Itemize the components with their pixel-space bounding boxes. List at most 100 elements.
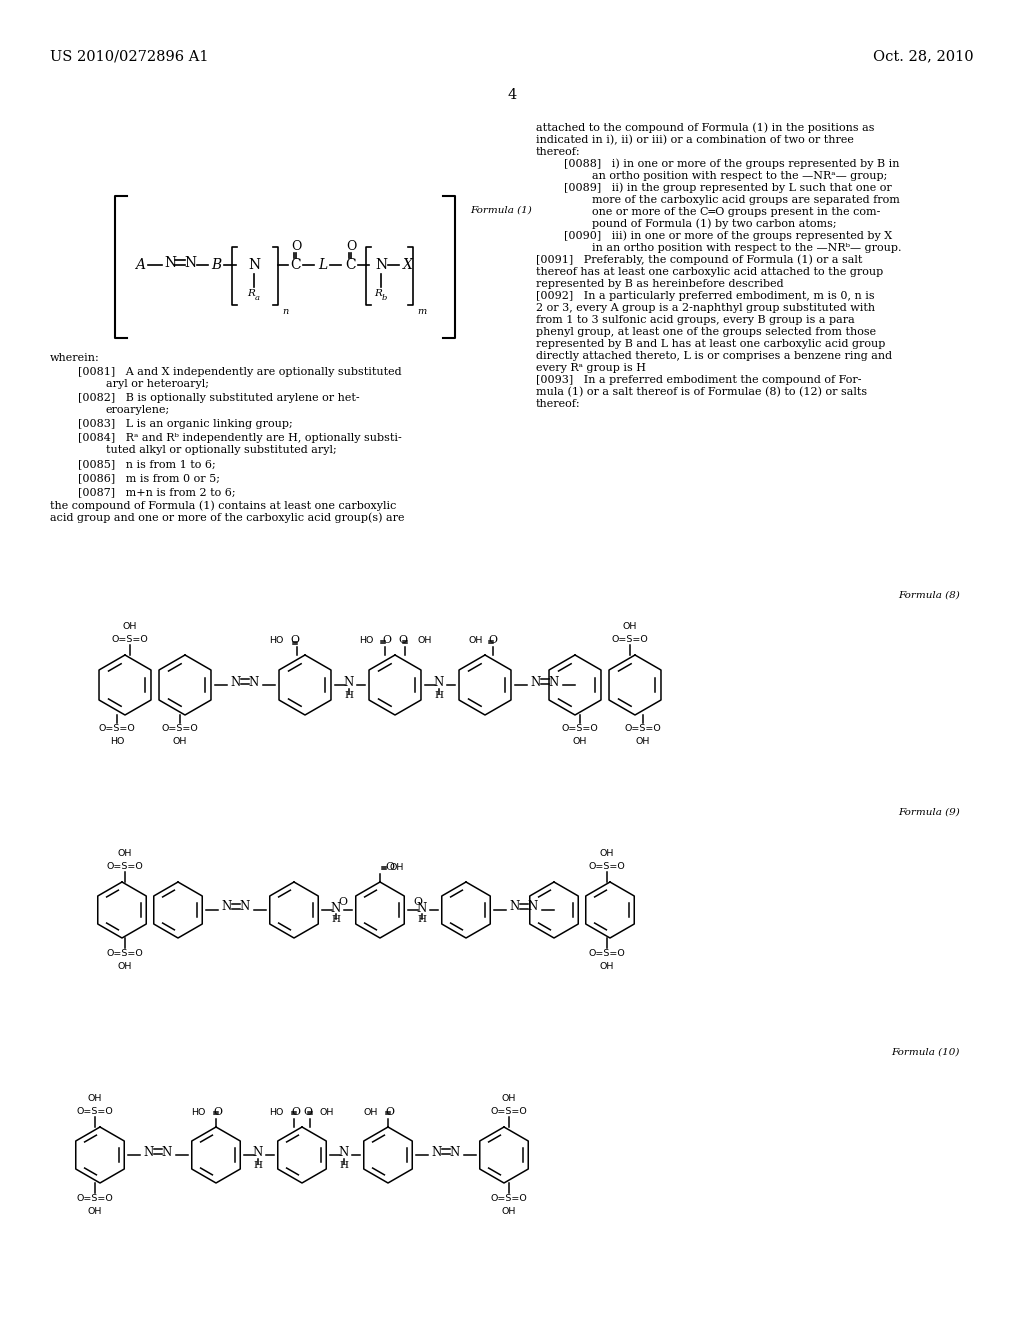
Text: N: N	[144, 1146, 155, 1159]
Text: N: N	[222, 900, 232, 913]
Text: N: N	[230, 676, 241, 689]
Text: O=S=O: O=S=O	[77, 1107, 114, 1115]
Text: US 2010/0272896 A1: US 2010/0272896 A1	[50, 49, 209, 63]
Text: O: O	[291, 635, 299, 645]
Text: N: N	[344, 676, 354, 689]
Text: every Rᵃ group is H: every Rᵃ group is H	[536, 363, 646, 374]
Text: HO: HO	[191, 1107, 206, 1117]
Text: R: R	[247, 289, 255, 297]
Text: OH: OH	[123, 622, 137, 631]
Text: OH: OH	[88, 1094, 102, 1104]
Text: [0085]   n is from 1 to 6;: [0085] n is from 1 to 6;	[78, 459, 216, 469]
Text: a: a	[255, 294, 259, 302]
Text: represented by B and L has at least one carboxylic acid group: represented by B and L has at least one …	[536, 339, 886, 348]
Text: N: N	[339, 1147, 349, 1159]
Text: C: C	[291, 257, 301, 272]
Text: Formula (1): Formula (1)	[470, 206, 531, 214]
Text: R: R	[374, 289, 382, 297]
Text: N: N	[240, 900, 250, 913]
Text: O=S=O: O=S=O	[106, 862, 143, 871]
Text: 4: 4	[507, 88, 517, 102]
Text: Oct. 28, 2010: Oct. 28, 2010	[873, 49, 974, 63]
Text: b: b	[381, 294, 387, 302]
Text: HO: HO	[269, 1107, 284, 1117]
Text: N: N	[375, 257, 387, 272]
Text: OH: OH	[636, 737, 650, 746]
Text: OH: OH	[118, 849, 132, 858]
Text: O: O	[383, 635, 391, 645]
Text: OH: OH	[502, 1206, 516, 1216]
Text: [0083]   L is an organic linking group;: [0083] L is an organic linking group;	[78, 418, 293, 429]
Text: Formula (8): Formula (8)	[898, 590, 961, 599]
Text: an ortho position with respect to the —NRᵃ— group;: an ortho position with respect to the —N…	[592, 172, 888, 181]
Text: H: H	[418, 916, 427, 924]
Text: tuted alkyl or optionally substituted aryl;: tuted alkyl or optionally substituted ar…	[106, 445, 337, 455]
Text: one or more of the C═O groups present in the com-: one or more of the C═O groups present in…	[592, 207, 881, 216]
Text: OH: OH	[389, 863, 403, 873]
Text: n: n	[282, 308, 288, 315]
Text: OH: OH	[319, 1107, 335, 1117]
Text: wherein:: wherein:	[50, 352, 99, 363]
Text: mula (1) or a salt thereof is of Formulae (8) to (12) or salts: mula (1) or a salt thereof is of Formula…	[536, 387, 867, 397]
Text: O: O	[292, 1107, 300, 1117]
Text: [0091]   Preferably, the compound of Formula (1) or a salt: [0091] Preferably, the compound of Formu…	[536, 255, 862, 265]
Text: O=S=O: O=S=O	[611, 635, 648, 644]
Text: O=S=O: O=S=O	[589, 862, 626, 871]
Text: L: L	[318, 257, 328, 272]
Text: N: N	[184, 256, 196, 271]
Text: OH: OH	[417, 636, 431, 645]
Text: O=S=O: O=S=O	[490, 1195, 527, 1203]
Text: [0090]   iii) in one or more of the groups represented by X: [0090] iii) in one or more of the groups…	[564, 231, 892, 242]
Text: N: N	[432, 1146, 442, 1159]
Text: N: N	[249, 676, 259, 689]
Text: O: O	[398, 635, 408, 645]
Text: indicated in i), ii) or iii) or a combination of two or three: indicated in i), ii) or iii) or a combin…	[536, 135, 854, 145]
Text: O=S=O: O=S=O	[106, 949, 143, 958]
Text: OH: OH	[364, 1107, 378, 1117]
Text: directly attached thereto, L is or comprises a benzene ring and: directly attached thereto, L is or compr…	[536, 351, 892, 360]
Text: [0087]   m+n is from 2 to 6;: [0087] m+n is from 2 to 6;	[78, 487, 236, 498]
Text: [0092]   In a particularly preferred embodiment, m is 0, n is: [0092] In a particularly preferred embod…	[536, 290, 874, 301]
Text: N: N	[164, 256, 176, 271]
Text: phenyl group, at least one of the groups selected from those: phenyl group, at least one of the groups…	[536, 327, 877, 337]
Text: O: O	[385, 1107, 394, 1117]
Text: OH: OH	[469, 636, 483, 645]
Text: B: B	[211, 257, 221, 272]
Text: N: N	[331, 902, 341, 915]
Text: [0084]   Rᵃ and Rᵇ independently are H, optionally substi-: [0084] Rᵃ and Rᵇ independently are H, op…	[78, 433, 401, 444]
Text: N: N	[549, 676, 559, 689]
Text: attached to the compound of Formula (1) in the positions as: attached to the compound of Formula (1) …	[536, 123, 874, 133]
Text: H: H	[434, 690, 443, 700]
Text: N: N	[450, 1146, 460, 1159]
Text: H: H	[344, 690, 353, 700]
Text: N: N	[434, 676, 444, 689]
Text: O=S=O: O=S=O	[589, 949, 626, 958]
Text: OH: OH	[600, 962, 614, 972]
Text: HO: HO	[110, 737, 124, 746]
Text: O: O	[413, 898, 422, 907]
Text: O: O	[346, 240, 356, 253]
Text: O: O	[303, 1107, 312, 1117]
Text: OH: OH	[600, 849, 614, 858]
Text: OH: OH	[572, 737, 587, 746]
Text: [0081]   A and X independently are optionally substituted: [0081] A and X independently are optiona…	[78, 367, 401, 378]
Text: in an ortho position with respect to the —NRᵇ— group.: in an ortho position with respect to the…	[592, 243, 901, 253]
Text: N: N	[248, 257, 260, 272]
Text: O=S=O: O=S=O	[561, 723, 598, 733]
Text: O: O	[291, 240, 301, 253]
Text: O: O	[213, 1107, 222, 1117]
Text: C: C	[346, 257, 356, 272]
Text: O=S=O: O=S=O	[98, 723, 135, 733]
Text: O: O	[338, 898, 347, 907]
Text: more of the carboxylic acid groups are separated from: more of the carboxylic acid groups are s…	[592, 195, 900, 205]
Text: thereof:: thereof:	[536, 147, 581, 157]
Text: N: N	[510, 900, 520, 913]
Text: O=S=O: O=S=O	[162, 723, 199, 733]
Text: Formula (10): Formula (10)	[892, 1048, 961, 1056]
Text: Formula (9): Formula (9)	[898, 808, 961, 817]
Text: [0086]   m is from 0 or 5;: [0086] m is from 0 or 5;	[78, 473, 220, 483]
Text: X: X	[403, 257, 413, 272]
Text: 2 or 3, every A group is a 2-naphthyl group substituted with: 2 or 3, every A group is a 2-naphthyl gr…	[536, 304, 876, 313]
Text: H: H	[332, 916, 341, 924]
Text: OH: OH	[623, 622, 637, 631]
